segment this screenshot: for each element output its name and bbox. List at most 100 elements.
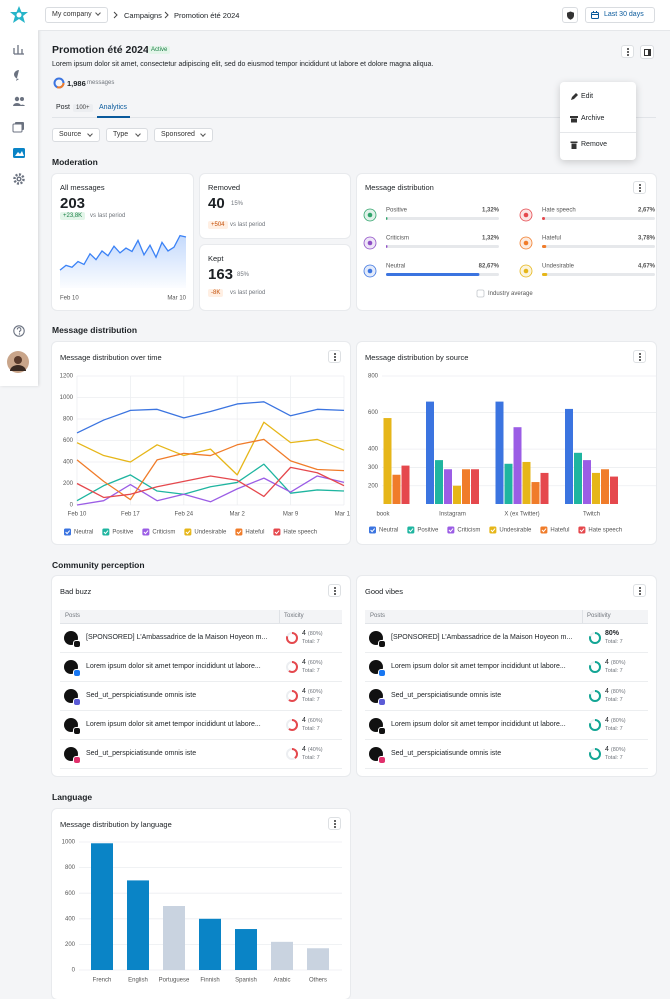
more-button[interactable]: [633, 584, 646, 597]
legend-swatch[interactable]: [407, 526, 415, 534]
help-button[interactable]: [12, 324, 26, 338]
security-button[interactable]: [562, 7, 578, 23]
more-button[interactable]: [621, 45, 634, 58]
company-select[interactable]: My company: [45, 7, 108, 23]
legend-label[interactable]: Undesirable: [499, 528, 532, 534]
x-tick-label: X (ex Twitter): [504, 512, 539, 518]
legend-label[interactable]: Undesirable: [194, 530, 227, 536]
logo[interactable]: [9, 5, 29, 25]
menu-item[interactable]: Remove: [581, 141, 608, 148]
bar: [471, 469, 479, 504]
line: [76, 421, 345, 476]
archive-icon: [570, 116, 578, 123]
category-icon-dot: [523, 240, 529, 246]
legend-check: [370, 528, 376, 533]
post-text[interactable]: Sed_ut_perspiciatisunde omnis iste: [86, 750, 197, 757]
menu-item[interactable]: Edit: [581, 93, 594, 100]
period-button[interactable]: Last 30 days: [585, 7, 655, 23]
tab-indicator: [97, 116, 130, 118]
checkbox-label: Industry average: [488, 291, 533, 297]
more-button[interactable]: [633, 181, 646, 194]
ring-value: [286, 690, 298, 702]
post-text[interactable]: Lorem ipsum dolor sit amet tempor incidi…: [86, 663, 261, 670]
legend-check: [274, 530, 280, 535]
filter-select[interactable]: Type: [106, 128, 148, 142]
breadcrumb-link[interactable]: Campaigns: [124, 11, 162, 20]
user-avatar[interactable]: [7, 351, 29, 373]
filter-select[interactable]: Source: [52, 128, 100, 142]
more-button[interactable]: [328, 350, 341, 363]
score-ring: [286, 661, 298, 673]
nav-campaigns[interactable]: [12, 146, 26, 160]
network-badge: [73, 640, 81, 648]
nav-messages[interactable]: [12, 68, 26, 82]
legend-swatch[interactable]: [235, 528, 243, 536]
score-total: Total: 7: [302, 668, 320, 674]
legend-label[interactable]: Hate speech: [588, 528, 622, 534]
post-text[interactable]: Sed_ut_perspiciatisunde omnis iste: [86, 692, 197, 699]
post-text[interactable]: [SPONSORED] L’Ambassadrice de la Maison …: [86, 634, 268, 641]
legend-label[interactable]: Hateful: [550, 528, 569, 534]
more-button[interactable]: [633, 350, 646, 363]
legend-swatch[interactable]: [142, 528, 150, 536]
legend-label[interactable]: Hateful: [245, 530, 264, 536]
score-count: 4: [605, 746, 609, 753]
post-text[interactable]: Lorem ipsum dolor sit amet tempor incidi…: [391, 721, 566, 728]
legend-label[interactable]: Neutral: [74, 530, 93, 536]
tab-active[interactable]: Analytics: [99, 104, 128, 111]
score-line: 4 (40%): [302, 746, 323, 753]
post-text[interactable]: Sed_ut_perspiciatisunde omnis iste: [391, 692, 502, 699]
menu-item[interactable]: Archive: [581, 115, 605, 122]
legend-swatch[interactable]: [369, 526, 376, 534]
legend-swatch[interactable]: [489, 526, 497, 534]
campaign-description: Lorem ipsum dolor sit amet, consectetur …: [52, 61, 434, 68]
remove-icon: [570, 141, 578, 149]
bar: [495, 401, 504, 504]
more-button[interactable]: [328, 817, 341, 830]
legend-swatch[interactable]: [102, 528, 110, 536]
legend-swatch[interactable]: [578, 526, 586, 534]
y-tick-label: 600: [65, 891, 76, 897]
bar: [444, 469, 452, 504]
filter-select[interactable]: Sponsored: [154, 128, 213, 142]
more-button[interactable]: [328, 584, 341, 597]
checkbox[interactable]: [476, 289, 485, 298]
nav-analytics[interactable]: [12, 42, 26, 56]
legend-swatch[interactable]: [184, 528, 192, 536]
nav-library[interactable]: [12, 120, 26, 134]
legend-label[interactable]: Hate speech: [283, 530, 317, 536]
legend-check: [448, 528, 454, 533]
nav-settings[interactable]: [12, 172, 26, 186]
legend-label[interactable]: Positive: [112, 530, 134, 536]
bar: [235, 929, 257, 970]
legend-label[interactable]: Criticism: [457, 528, 480, 534]
post-text[interactable]: [SPONSORED] L’Ambassadrice de la Maison …: [391, 634, 573, 641]
legend-label[interactable]: Neutral: [379, 528, 398, 534]
stat-card: Kept 163 85% -8K vs last period: [200, 245, 350, 310]
calendar-icon: [591, 11, 599, 19]
legend-swatch[interactable]: [64, 528, 71, 536]
post-text[interactable]: Lorem ipsum dolor sit amet tempor incidi…: [391, 663, 566, 670]
legend-label[interactable]: Criticism: [152, 530, 175, 536]
bar: [592, 472, 600, 504]
section-title: Language: [52, 792, 93, 802]
legend-check: [103, 530, 109, 535]
y-tick-label: 200: [63, 481, 74, 487]
bar: [542, 217, 546, 220]
score-total: Total: 7: [605, 639, 623, 645]
score-ring: [589, 632, 601, 644]
post-text[interactable]: Sed_ut_perspiciatisunde omnis iste: [391, 750, 502, 757]
legend-swatch[interactable]: [273, 528, 281, 536]
x-tick-label: Feb 10: [60, 296, 79, 302]
bar-track: [542, 217, 655, 220]
nav-community[interactable]: [12, 94, 26, 108]
post-text[interactable]: Lorem ipsum dolor sit amet tempor incidi…: [86, 721, 261, 728]
legend-label[interactable]: Positive: [417, 528, 439, 534]
tab[interactable]: Post: [56, 104, 71, 111]
panel-toggle[interactable]: [640, 45, 654, 59]
legend-swatch[interactable]: [540, 526, 548, 534]
legend-swatch[interactable]: [447, 526, 455, 534]
stat-note: vs last period: [230, 290, 266, 296]
tab-divider: [52, 117, 656, 118]
x-tick-label: Spanish: [235, 978, 257, 984]
